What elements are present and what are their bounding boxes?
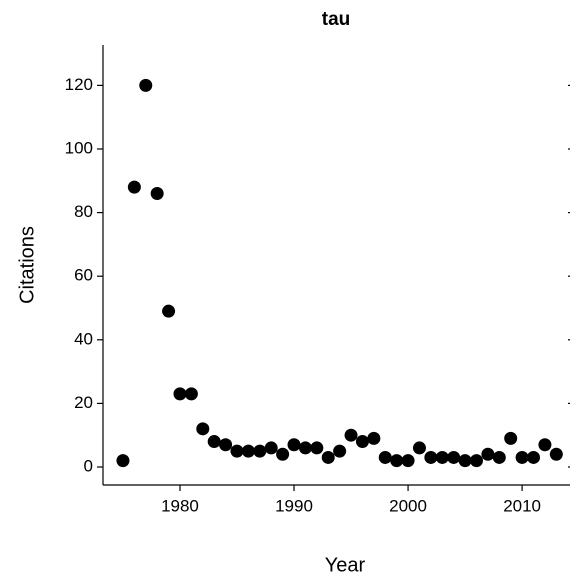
point	[527, 450, 541, 464]
point	[424, 450, 438, 464]
point	[481, 447, 495, 461]
point	[344, 428, 358, 442]
point	[435, 450, 449, 464]
point	[184, 387, 198, 401]
point	[515, 450, 529, 464]
point	[355, 435, 369, 449]
point	[173, 387, 187, 401]
point	[469, 454, 483, 468]
y-tick-label: 100	[65, 138, 93, 157]
point	[310, 441, 324, 455]
point	[162, 304, 176, 318]
y-tick-label: 80	[74, 202, 93, 221]
point	[276, 447, 290, 461]
point	[196, 422, 210, 436]
point	[367, 431, 381, 445]
point	[401, 454, 415, 468]
point	[116, 454, 130, 468]
point	[492, 450, 506, 464]
x-tick-label: 2010	[503, 496, 541, 515]
point	[447, 450, 461, 464]
point	[150, 187, 164, 201]
point	[287, 438, 301, 452]
point	[504, 431, 518, 445]
point	[139, 78, 153, 92]
x-tick-label: 1990	[275, 496, 313, 515]
point	[253, 444, 267, 458]
y-axis-label: Citations	[16, 226, 38, 304]
point	[241, 444, 255, 458]
point	[538, 438, 552, 452]
point	[390, 454, 404, 468]
point	[207, 435, 221, 449]
point	[264, 441, 278, 455]
point	[298, 441, 312, 455]
point	[333, 444, 347, 458]
point	[458, 454, 472, 468]
point	[321, 450, 335, 464]
y-tick-label: 20	[74, 393, 93, 412]
point	[127, 180, 141, 194]
point	[230, 444, 244, 458]
point	[412, 441, 426, 455]
y-tick-label: 120	[65, 75, 93, 94]
y-tick-label: 0	[84, 456, 93, 475]
point	[378, 450, 392, 464]
x-tick-label: 1980	[161, 496, 199, 515]
chart-title: tau	[322, 9, 351, 30]
point	[549, 447, 563, 461]
x-axis-label: Year	[325, 554, 366, 576]
y-tick-label: 40	[74, 329, 93, 348]
x-tick-label: 2000	[389, 496, 427, 515]
point	[219, 438, 233, 452]
y-tick-label: 60	[74, 266, 93, 285]
